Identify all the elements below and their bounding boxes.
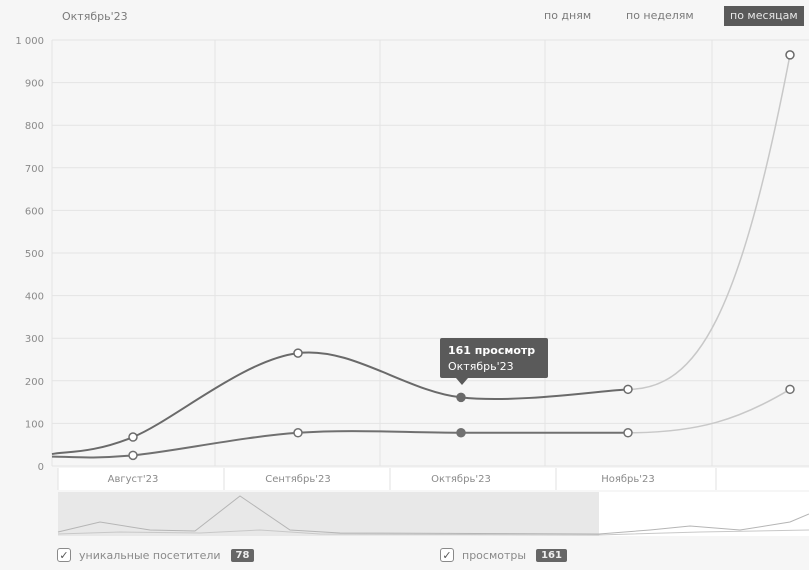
- tooltip-views: 161 просмотр: [448, 344, 535, 357]
- visitors-line-forecast: [627, 388, 791, 434]
- navigator-views-line: [57, 495, 809, 535]
- range-by-months-button[interactable]: по месяцам: [724, 6, 804, 26]
- data-point: [785, 384, 795, 395]
- x-axis-strip: [58, 468, 809, 490]
- checkmark-icon: ✓: [442, 548, 452, 562]
- y-tick-label: 200: [25, 377, 44, 388]
- y-tick-label: 900: [25, 79, 44, 90]
- x-tick-label: Ноябрь'23: [601, 474, 655, 485]
- views-count-badge: 161: [536, 548, 567, 562]
- range-by-days-button[interactable]: по дням: [544, 9, 592, 22]
- y-tick-label: 0: [38, 462, 44, 473]
- y-tick-label: 100: [25, 419, 44, 430]
- views-line: [51, 351, 629, 456]
- y-tick-label: 800: [25, 121, 44, 132]
- y-tick-label: 500: [25, 249, 44, 260]
- data-point: [456, 392, 466, 403]
- views-line-forecast: [627, 54, 791, 391]
- data-point: [128, 450, 138, 461]
- navigator-selection: [58, 492, 599, 536]
- y-tick-label: 700: [25, 164, 44, 175]
- traffic-chart: 0 100 200 300 400 500 600 700 800 900 1 000 Август'…: [15, 36, 809, 536]
- y-tick-label: 600: [25, 206, 44, 217]
- y-tick-label: 1 000: [15, 36, 44, 47]
- views-checkbox[interactable]: ✓: [440, 548, 454, 562]
- navigator-visitors-line: [57, 529, 809, 536]
- range-by-weeks-button[interactable]: по неделям: [626, 9, 694, 22]
- visitors-count-badge: 78: [230, 548, 255, 562]
- data-point: [293, 428, 303, 438]
- data-point: [623, 384, 633, 395]
- tooltip-period: Октябрь'23: [448, 360, 514, 373]
- navigator-track: [599, 492, 809, 536]
- tooltip-box: [440, 338, 548, 378]
- visitors-line: [51, 430, 628, 459]
- x-tick-label: Август'23: [108, 474, 159, 485]
- chart-header: Октябрь'23 по дням по неделям по месяцам: [0, 0, 809, 34]
- tooltip-pointer: [456, 378, 468, 385]
- legend-views[interactable]: ✓ просмотры 161: [440, 544, 567, 566]
- x-tick-label: Сентябрь'23: [265, 474, 330, 485]
- x-tick-label: Октябрь'23: [431, 474, 491, 485]
- y-tick-label: 400: [25, 292, 44, 303]
- y-tick-label: 300: [25, 334, 44, 345]
- legend-visitors[interactable]: ✓ уникальные посетители 78: [57, 544, 255, 566]
- data-point: [293, 348, 303, 358]
- views-legend-label: просмотры: [462, 548, 527, 562]
- visitors-legend-label: уникальные посетители: [79, 548, 221, 562]
- data-point: [623, 428, 633, 438]
- current-period-label: Октябрь'23: [62, 10, 128, 23]
- data-point: [456, 428, 466, 438]
- visitors-checkbox[interactable]: ✓: [57, 548, 71, 562]
- data-point: [128, 432, 138, 442]
- data-point: [785, 50, 795, 60]
- checkmark-icon: ✓: [59, 548, 69, 562]
